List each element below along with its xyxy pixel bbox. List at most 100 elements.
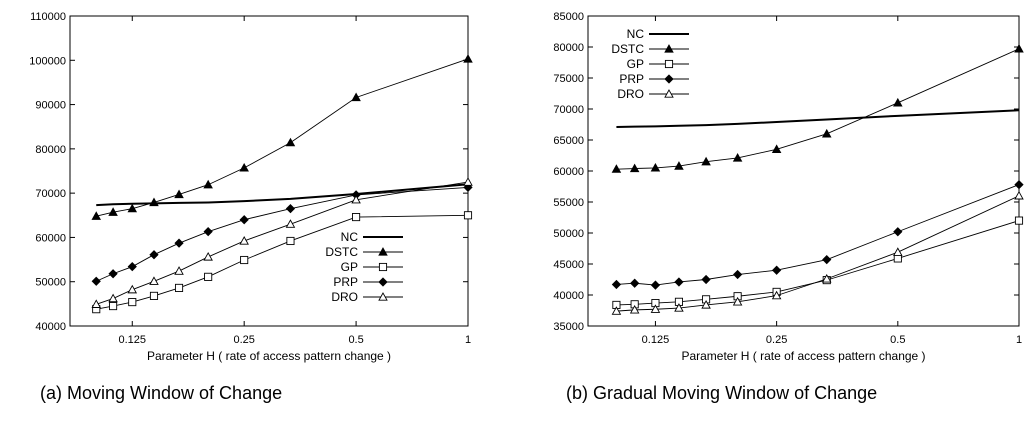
data-point-prp [893,227,903,237]
data-point-gp [352,213,361,222]
data-point-dro [650,304,661,313]
y-tick-label: 70000 [35,188,66,200]
y-tick-label: 75000 [553,73,584,85]
data-point-dro [108,293,118,303]
legend-label-dstc: DSTC [611,42,644,56]
legend-marker-dro [378,292,388,301]
data-point-prp [611,279,622,290]
data-point-dstc [650,162,661,172]
legend-marker-gp [378,262,388,272]
legend-label-dro: DRO [617,87,644,101]
series-line-nc [96,183,469,207]
data-point-dstc [351,92,361,102]
data-point-dro [127,284,138,294]
y-tick-label: 35000 [553,321,584,333]
data-point-prp [108,269,118,279]
series-line-nc [616,109,1020,128]
y-tick-label: 50000 [35,277,66,289]
data-point-prp [203,227,213,237]
legend-marker-gp [664,59,674,69]
legend-marker-prp [378,277,388,287]
data-point-prp [1014,180,1024,190]
x-tick-label: 1 [1016,334,1022,346]
x-tick-label: 0.25 [233,334,254,346]
legend-label-dstc: DSTC [325,245,358,259]
data-point-gp [893,254,902,263]
data-point-dstc [91,211,102,220]
legend-marker-dstc [664,44,674,53]
data-point-gp [240,255,249,265]
legend-label-prp: PRP [333,275,358,289]
chart-b: 35000 40000 45000 50000 55000 60000 65000 70000… [553,11,1024,403]
data-point-prp [239,215,249,225]
data-point-dstc [821,128,832,138]
data-point-dro [174,266,184,275]
y-tick-label: 50000 [553,228,584,240]
data-point-dstc [732,153,743,162]
y-tick-label: 85000 [553,11,584,23]
y-tick-label: 45000 [553,259,584,271]
data-point-dstc [149,197,159,207]
x-tick-label: 0.125 [642,334,670,346]
data-point-gp [463,211,473,220]
series-line-dstc [616,48,1020,170]
y-tick-label: 60000 [35,232,66,244]
data-point-dro [701,299,711,309]
data-point-dro [1014,190,1024,200]
data-point-prp [285,204,296,214]
data-point-dstc [674,161,684,170]
data-point-gp [204,272,213,281]
legend-marker-dro [664,89,674,98]
series-dro [91,177,473,308]
data-point-dstc [463,54,473,63]
data-point-dstc [239,162,249,172]
series-line-gp [616,220,1020,306]
series-nc [616,109,1020,128]
data-point-dstc [108,207,118,216]
legend-label-dro: DRO [331,290,358,304]
data-point-prp [127,262,137,272]
data-point-dro [611,306,622,315]
data-point-dro [821,273,832,283]
data-point-dstc [127,203,138,213]
x-tick-label: 0.5 [890,334,905,346]
data-point-dro [674,303,684,312]
series-prp [91,182,473,286]
y-tick-label: 60000 [553,166,584,178]
data-point-dstc [771,144,782,153]
plot-frame [69,15,469,327]
data-point-dro [893,247,903,256]
series-prp [611,180,1024,290]
x-axis-label: Parameter H ( rate of access pattern cha… [147,349,391,363]
y-tick-label: 80000 [35,144,66,156]
series-nc [96,183,469,207]
y-tick-label: 65000 [553,135,584,147]
data-point-dstc [174,189,184,199]
data-point-dstc [1014,43,1024,53]
x-tick-label: 1 [465,334,471,346]
data-point-dro [463,177,473,186]
data-point-dstc [611,164,622,173]
data-point-gp [1014,216,1024,225]
data-point-gp [149,291,159,300]
chart-caption: (b) Gradual Moving Window of Change [566,383,877,403]
series-dstc [611,43,1024,173]
data-point-dstc [285,137,296,147]
data-point-dro [149,276,159,285]
data-point-prp [91,276,101,286]
data-point-gp [128,298,137,307]
data-point-prp [463,182,473,193]
y-tick-label: 80000 [553,42,584,54]
data-point-dstc [629,163,640,173]
data-point-dro [285,219,296,228]
data-point-prp [650,280,661,290]
legend-label-nc: NC [341,230,359,244]
data-point-prp [630,278,640,288]
data-point-dro [732,296,743,306]
series-line-dro [96,181,469,305]
series-line-dstc [96,58,469,217]
series-line-dro [616,195,1020,312]
legend-marker-dstc [378,247,388,256]
